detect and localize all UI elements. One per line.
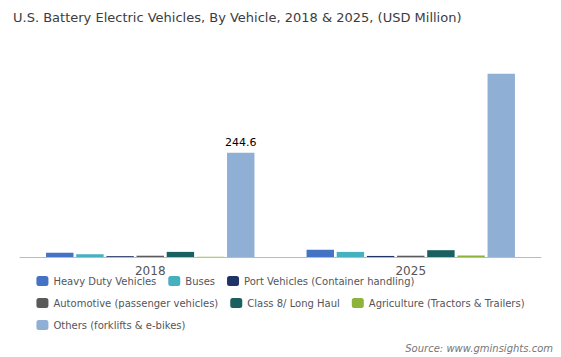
- svg-text:Buses: Buses: [185, 276, 215, 287]
- svg-text:Port Vehicles (Container handl: Port Vehicles (Container handling): [244, 276, 414, 287]
- svg-text:Others (forklifts & e-bikes): Others (forklifts & e-bikes): [53, 320, 185, 331]
- svg-text:Source: www.gminsights.com: Source: www.gminsights.com: [405, 343, 553, 354]
- svg-text:U.S. Battery Electric Vehicles: U.S. Battery Electric Vehicles, By Vehic…: [13, 10, 462, 25]
- svg-text:Automotive (passenger vehicles: Automotive (passenger vehicles): [53, 298, 218, 309]
- svg-text:2025: 2025: [395, 264, 426, 278]
- svg-text:Heavy Duty Vehicles: Heavy Duty Vehicles: [53, 276, 156, 287]
- svg-text:2018: 2018: [135, 264, 166, 278]
- svg-text:Agriculture (Tractors & Traile: Agriculture (Tractors & Trailers): [369, 298, 525, 309]
- svg-text:Class 8/ Long Haul: Class 8/ Long Haul: [247, 298, 340, 309]
- svg-text:244.6: 244.6: [225, 136, 257, 149]
